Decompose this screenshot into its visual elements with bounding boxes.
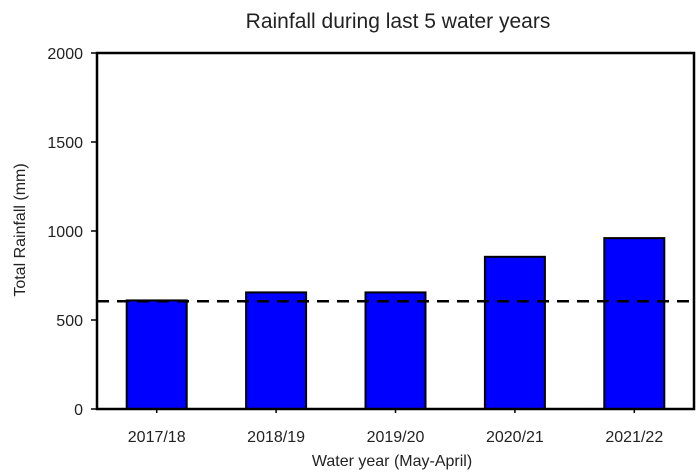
x-tick-label: 2020/21	[486, 429, 544, 446]
bar-2017-18	[125, 299, 188, 411]
bar-2018-19	[245, 291, 308, 410]
plot-frame	[95, 51, 696, 411]
x-tick-label: 2019/20	[367, 429, 425, 446]
chart-title: Rainfall during last 5 water years	[246, 10, 551, 33]
bar-2020-21	[483, 255, 546, 410]
x-tick-label: 2017/18	[128, 429, 186, 446]
y-axis-label: Total Rainfall (mm)	[12, 163, 29, 296]
y-tick-label: 500	[56, 313, 83, 330]
bar-2019-20	[364, 291, 427, 410]
y-tick-label: 2000	[47, 46, 83, 63]
y-tick-label: 1000	[47, 224, 83, 241]
y-tick-label: 1500	[47, 135, 83, 152]
x-tick-label: 2018/19	[247, 429, 305, 446]
bar-2021-22	[603, 237, 666, 410]
x-tick-label: 2021/22	[605, 429, 663, 446]
y-tick-label: 0	[74, 402, 83, 419]
x-axis-label: Water year (May-April)	[312, 453, 472, 470]
